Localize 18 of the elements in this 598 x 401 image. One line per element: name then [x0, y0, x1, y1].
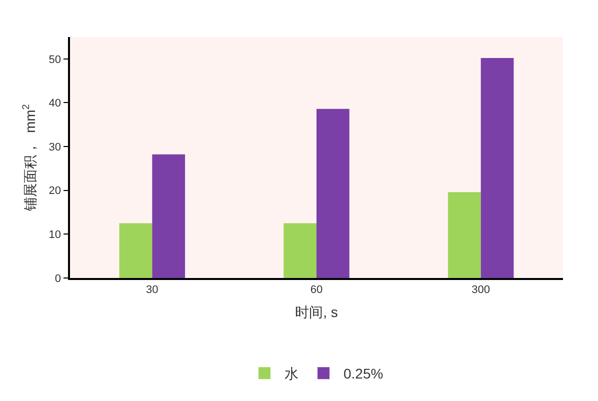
- bar: [284, 223, 316, 278]
- legend-label: 0.25%: [344, 366, 384, 382]
- bar: [316, 108, 350, 278]
- legend-label: 水: [284, 366, 298, 382]
- y-tick-label: 10: [48, 229, 62, 242]
- x-tick-label: 30: [146, 284, 158, 296]
- x-tick-label: 300: [472, 284, 490, 296]
- x-axis-title: 时间, s: [295, 304, 338, 320]
- bar: [448, 192, 481, 278]
- bar: [480, 58, 514, 278]
- y-tick-label: 0: [54, 272, 62, 285]
- y-tick-label: 20: [48, 185, 62, 198]
- bar: [119, 223, 152, 278]
- y-tick-label: 50: [48, 54, 62, 66]
- y-tick-label: 40: [48, 98, 62, 110]
- y-tick-label: 30: [48, 141, 62, 154]
- x-tick-label: 60: [310, 284, 323, 296]
- bar: [152, 154, 186, 278]
